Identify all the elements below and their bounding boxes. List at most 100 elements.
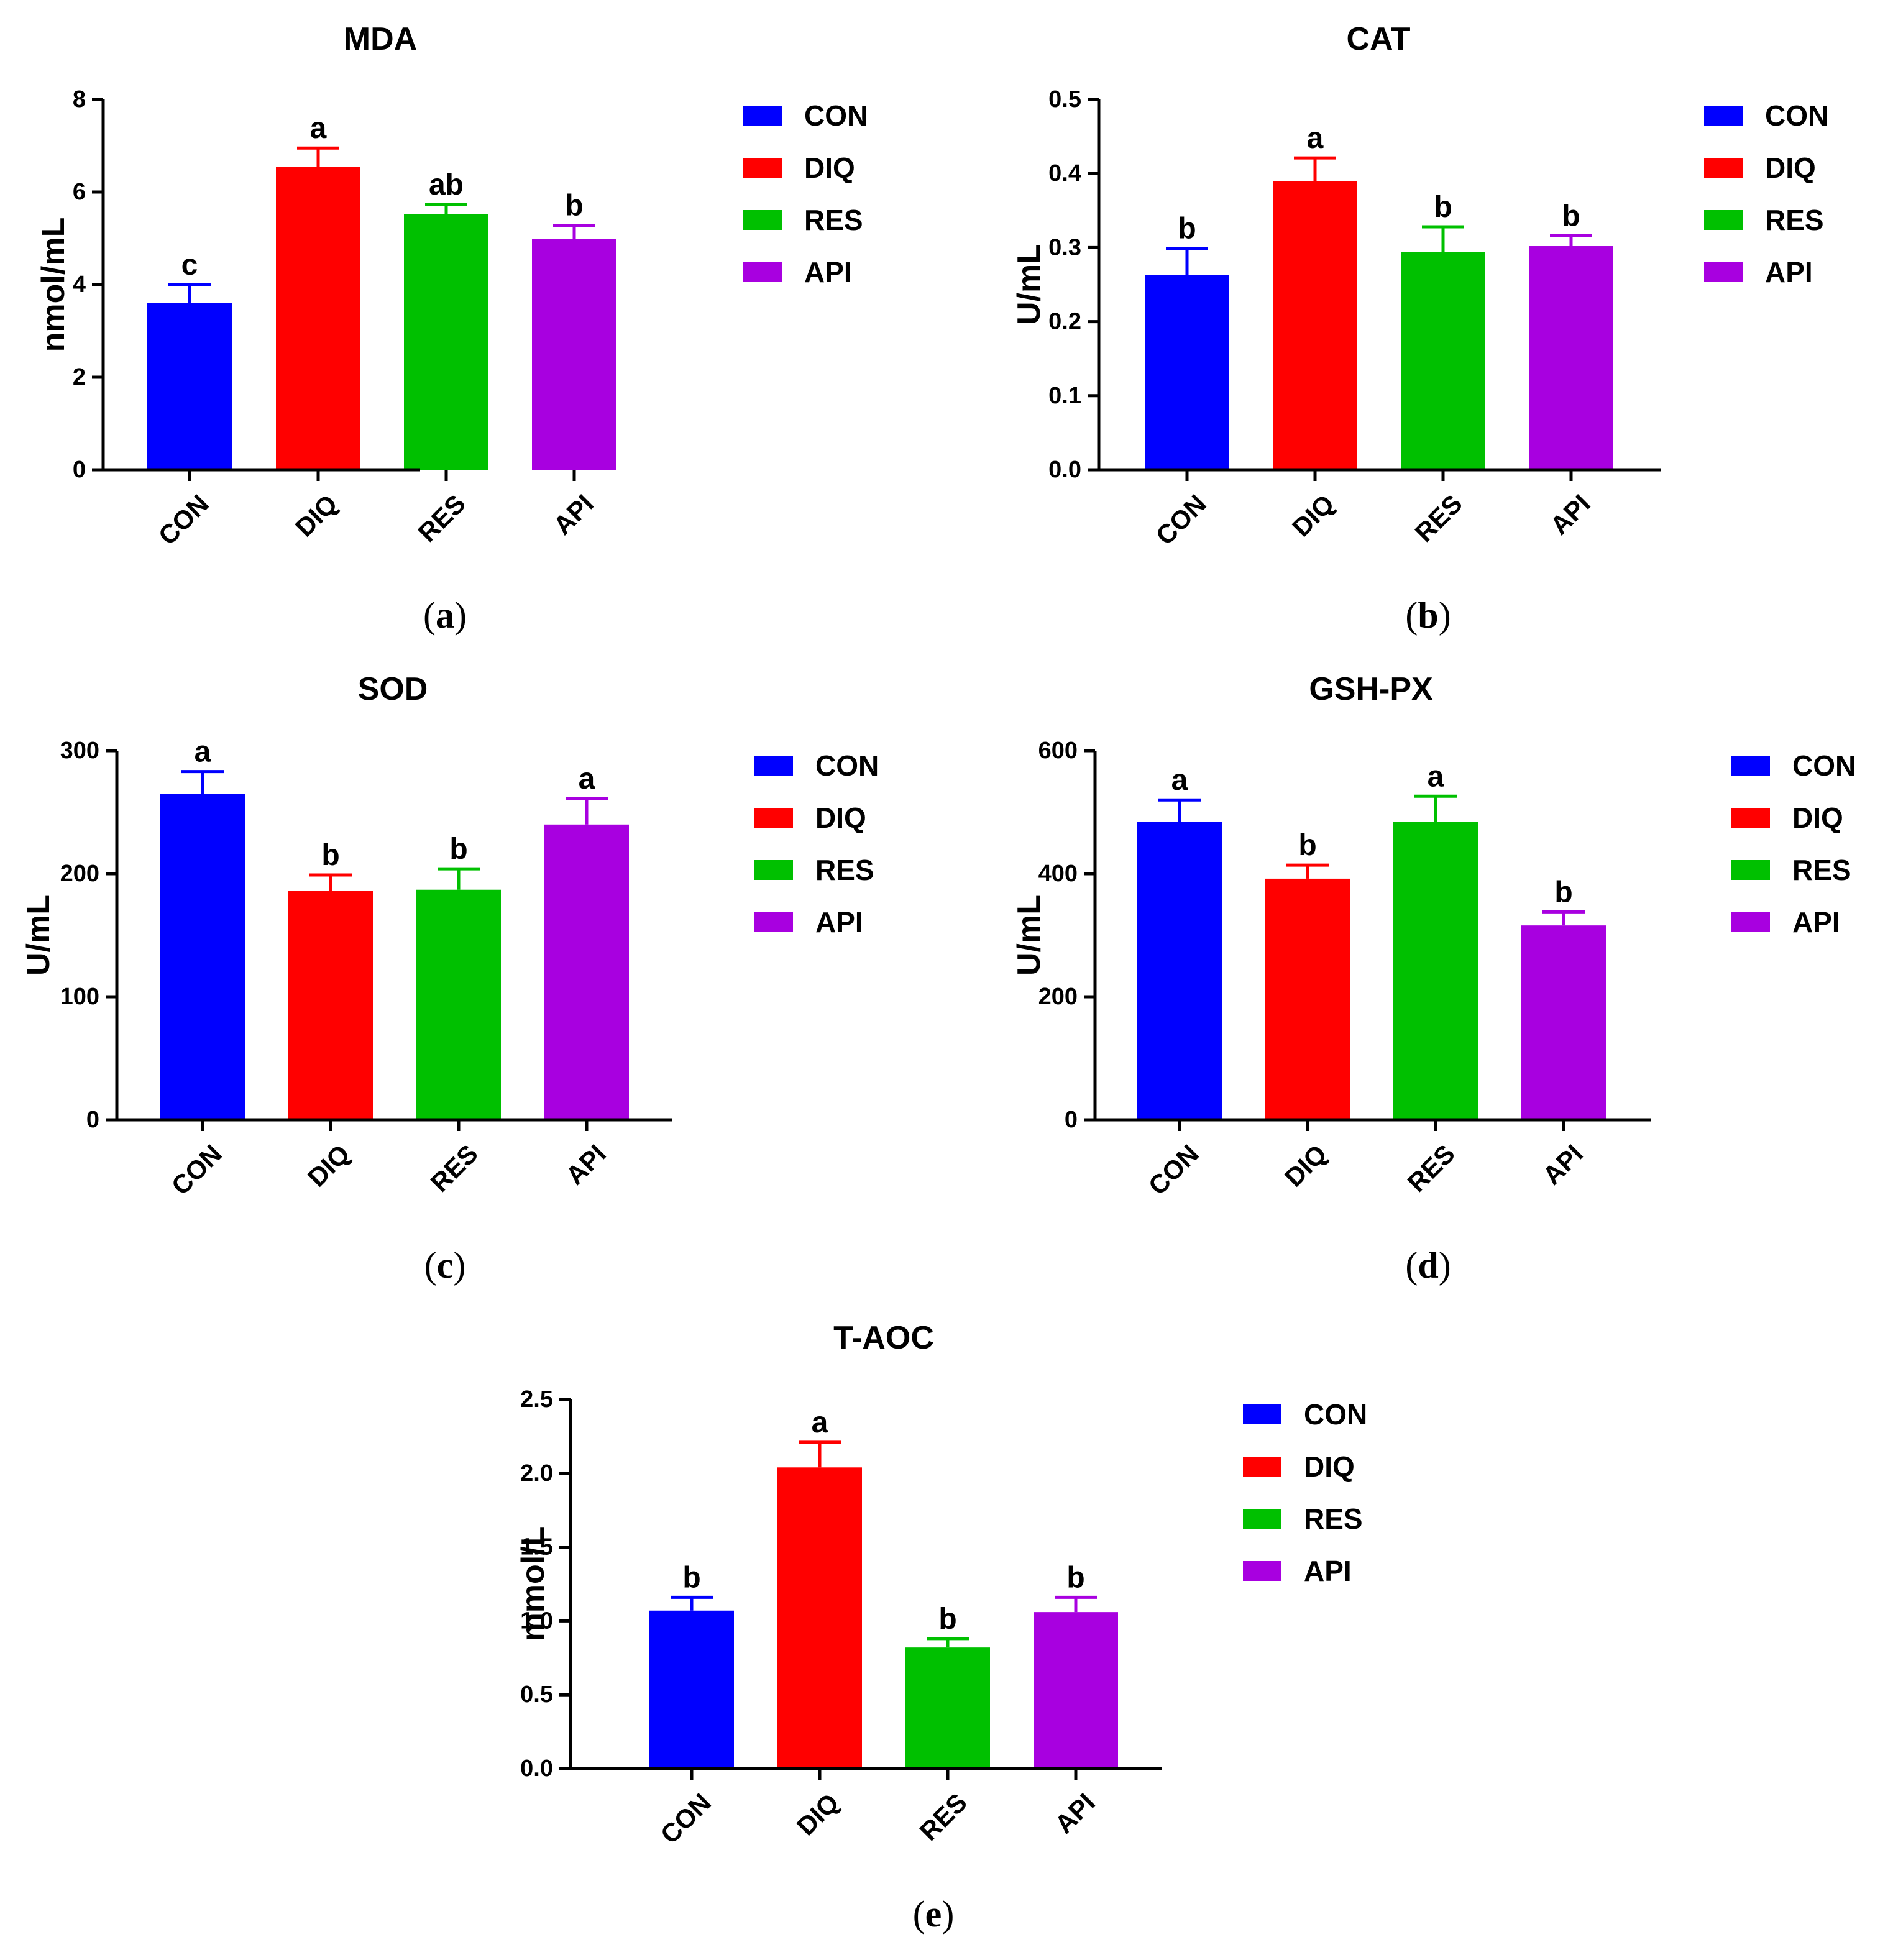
significance-label: a — [310, 112, 327, 145]
legend-swatch-api — [1731, 912, 1770, 932]
legend-label: CON — [1765, 99, 1828, 132]
significance-label: b — [565, 190, 583, 222]
significance-label: b — [938, 1603, 956, 1636]
significance-label: c — [181, 249, 198, 282]
y-tick-label: 0.4 — [1048, 160, 1081, 186]
significance-label: a — [1307, 122, 1324, 155]
legend-swatch-diq — [1704, 158, 1743, 178]
legend-swatch-diq — [1731, 808, 1770, 828]
significance-label: b — [682, 1561, 700, 1594]
legend-swatch-res — [743, 210, 782, 230]
y-tick-label: 0.3 — [1048, 234, 1081, 260]
legend-label: RES — [815, 854, 874, 886]
bar-res — [1393, 822, 1478, 1120]
legend-label: RES — [1765, 204, 1824, 236]
x-tick-label: CON — [1143, 1139, 1204, 1201]
legend-label: API — [815, 906, 863, 938]
legend-swatch-api — [743, 262, 782, 282]
legend-label: DIQ — [804, 152, 855, 184]
y-axis-label: mmol/L — [515, 1527, 551, 1642]
panel-caption: (e) — [913, 1894, 955, 1935]
legend-swatch-con — [754, 756, 793, 776]
chart-panel-d: GSH-PX U/mL a b a b 0 200 400 600 CON DIQ RES API CON D… — [1011, 671, 1856, 1286]
legend-swatch-res — [754, 860, 793, 880]
x-tick-label: DIQ — [302, 1139, 355, 1193]
chart-title: T-AOC — [833, 1320, 934, 1356]
y-tick-label: 6 — [73, 179, 86, 205]
chart-panel-e: T-AOC mmol/L b a b b 0.0 0.5 1.0 1.5 2.0 2.5 CON DIQ R… — [515, 1320, 1367, 1935]
x-tick-label: API — [560, 1139, 612, 1191]
significance-label: a — [1428, 760, 1444, 793]
y-tick-label: 400 — [1038, 861, 1078, 887]
bar-res — [905, 1647, 990, 1769]
y-tick-label: 1.0 — [520, 1608, 553, 1634]
legend-swatch-diq — [754, 808, 793, 828]
legend-label: RES — [1304, 1503, 1363, 1535]
y-axis-label: U/mL — [1011, 895, 1047, 976]
legend-label: CON — [1304, 1398, 1367, 1431]
legend-label: CON — [815, 749, 879, 782]
x-tick-label: CON — [1150, 489, 1212, 551]
x-tick-label: RES — [1402, 1139, 1460, 1198]
significance-label: b — [449, 833, 467, 866]
bar-diq — [1273, 181, 1357, 470]
legend-label: DIQ — [1792, 802, 1843, 834]
legend-label: RES — [804, 204, 863, 236]
legend-label: API — [1304, 1555, 1352, 1587]
significance-label: b — [1434, 191, 1452, 224]
chart-panel-c: SOD U/mL a b b a 0 100 200 300 CON DIQ RES API CON DIQ R… — [21, 671, 879, 1286]
x-tick-label: DIQ — [1279, 1139, 1332, 1193]
y-tick-label: 0 — [73, 457, 86, 483]
x-tick-label: API — [1049, 1788, 1101, 1839]
significance-label: b — [1562, 199, 1580, 232]
legend-swatch-con — [743, 106, 782, 126]
significance-label: a — [579, 762, 595, 795]
x-tick-label: RES — [1409, 489, 1468, 547]
y-tick-label: 8 — [73, 86, 86, 112]
legend-label: API — [1765, 256, 1813, 288]
y-tick-label: 100 — [60, 984, 99, 1010]
bar-diq — [777, 1467, 862, 1769]
bar-con — [160, 794, 245, 1120]
x-tick-label: CON — [655, 1788, 717, 1849]
y-tick-label: 4 — [73, 272, 86, 298]
legend-swatch-res — [1704, 210, 1743, 230]
panel-caption: (c) — [424, 1245, 466, 1286]
legend-swatch-diq — [1243, 1457, 1281, 1477]
y-tick-label: 0.5 — [520, 1682, 553, 1708]
bar-con — [1145, 275, 1229, 470]
bar-res — [416, 889, 501, 1120]
significance-label: a — [1171, 764, 1188, 797]
significance-label: b — [1298, 829, 1316, 862]
legend-label: DIQ — [1765, 152, 1816, 184]
chart-title: MDA — [344, 21, 417, 57]
legend-swatch-con — [1704, 106, 1743, 126]
legend-label: CON — [804, 99, 868, 132]
y-tick-label: 0.0 — [520, 1756, 553, 1782]
chart-title: CAT — [1346, 21, 1410, 57]
panel-caption: (a) — [423, 595, 467, 636]
legend-swatch-api — [1704, 262, 1743, 282]
y-tick-label: 300 — [60, 738, 99, 764]
y-tick-label: 200 — [60, 861, 99, 887]
y-tick-label: 0.1 — [1048, 383, 1081, 409]
bar-con — [147, 303, 232, 470]
y-tick-label: 0 — [1065, 1107, 1078, 1133]
bar-api — [1521, 925, 1606, 1120]
x-tick-label: API — [1537, 1139, 1588, 1191]
panel-caption: (d) — [1405, 1245, 1451, 1286]
x-tick-label: DIQ — [791, 1788, 845, 1841]
bar-diq — [276, 167, 360, 470]
y-tick-label: 1.5 — [520, 1534, 553, 1560]
y-tick-label: 0 — [86, 1107, 99, 1133]
legend-label: DIQ — [815, 802, 866, 834]
legend-label: CON — [1792, 749, 1856, 782]
chart-panel-b: CAT U/mL b a b b 0.0 0.1 0.2 0.3 0.4 0.5 CON DIQ RES AP… — [1011, 21, 1828, 636]
y-axis-label: U/mL — [1011, 244, 1047, 325]
legend-swatch-api — [754, 912, 793, 932]
y-tick-label: 2.5 — [520, 1386, 553, 1413]
bar-res — [1401, 252, 1485, 470]
legend-label: RES — [1792, 854, 1851, 886]
significance-label: a — [195, 736, 211, 769]
